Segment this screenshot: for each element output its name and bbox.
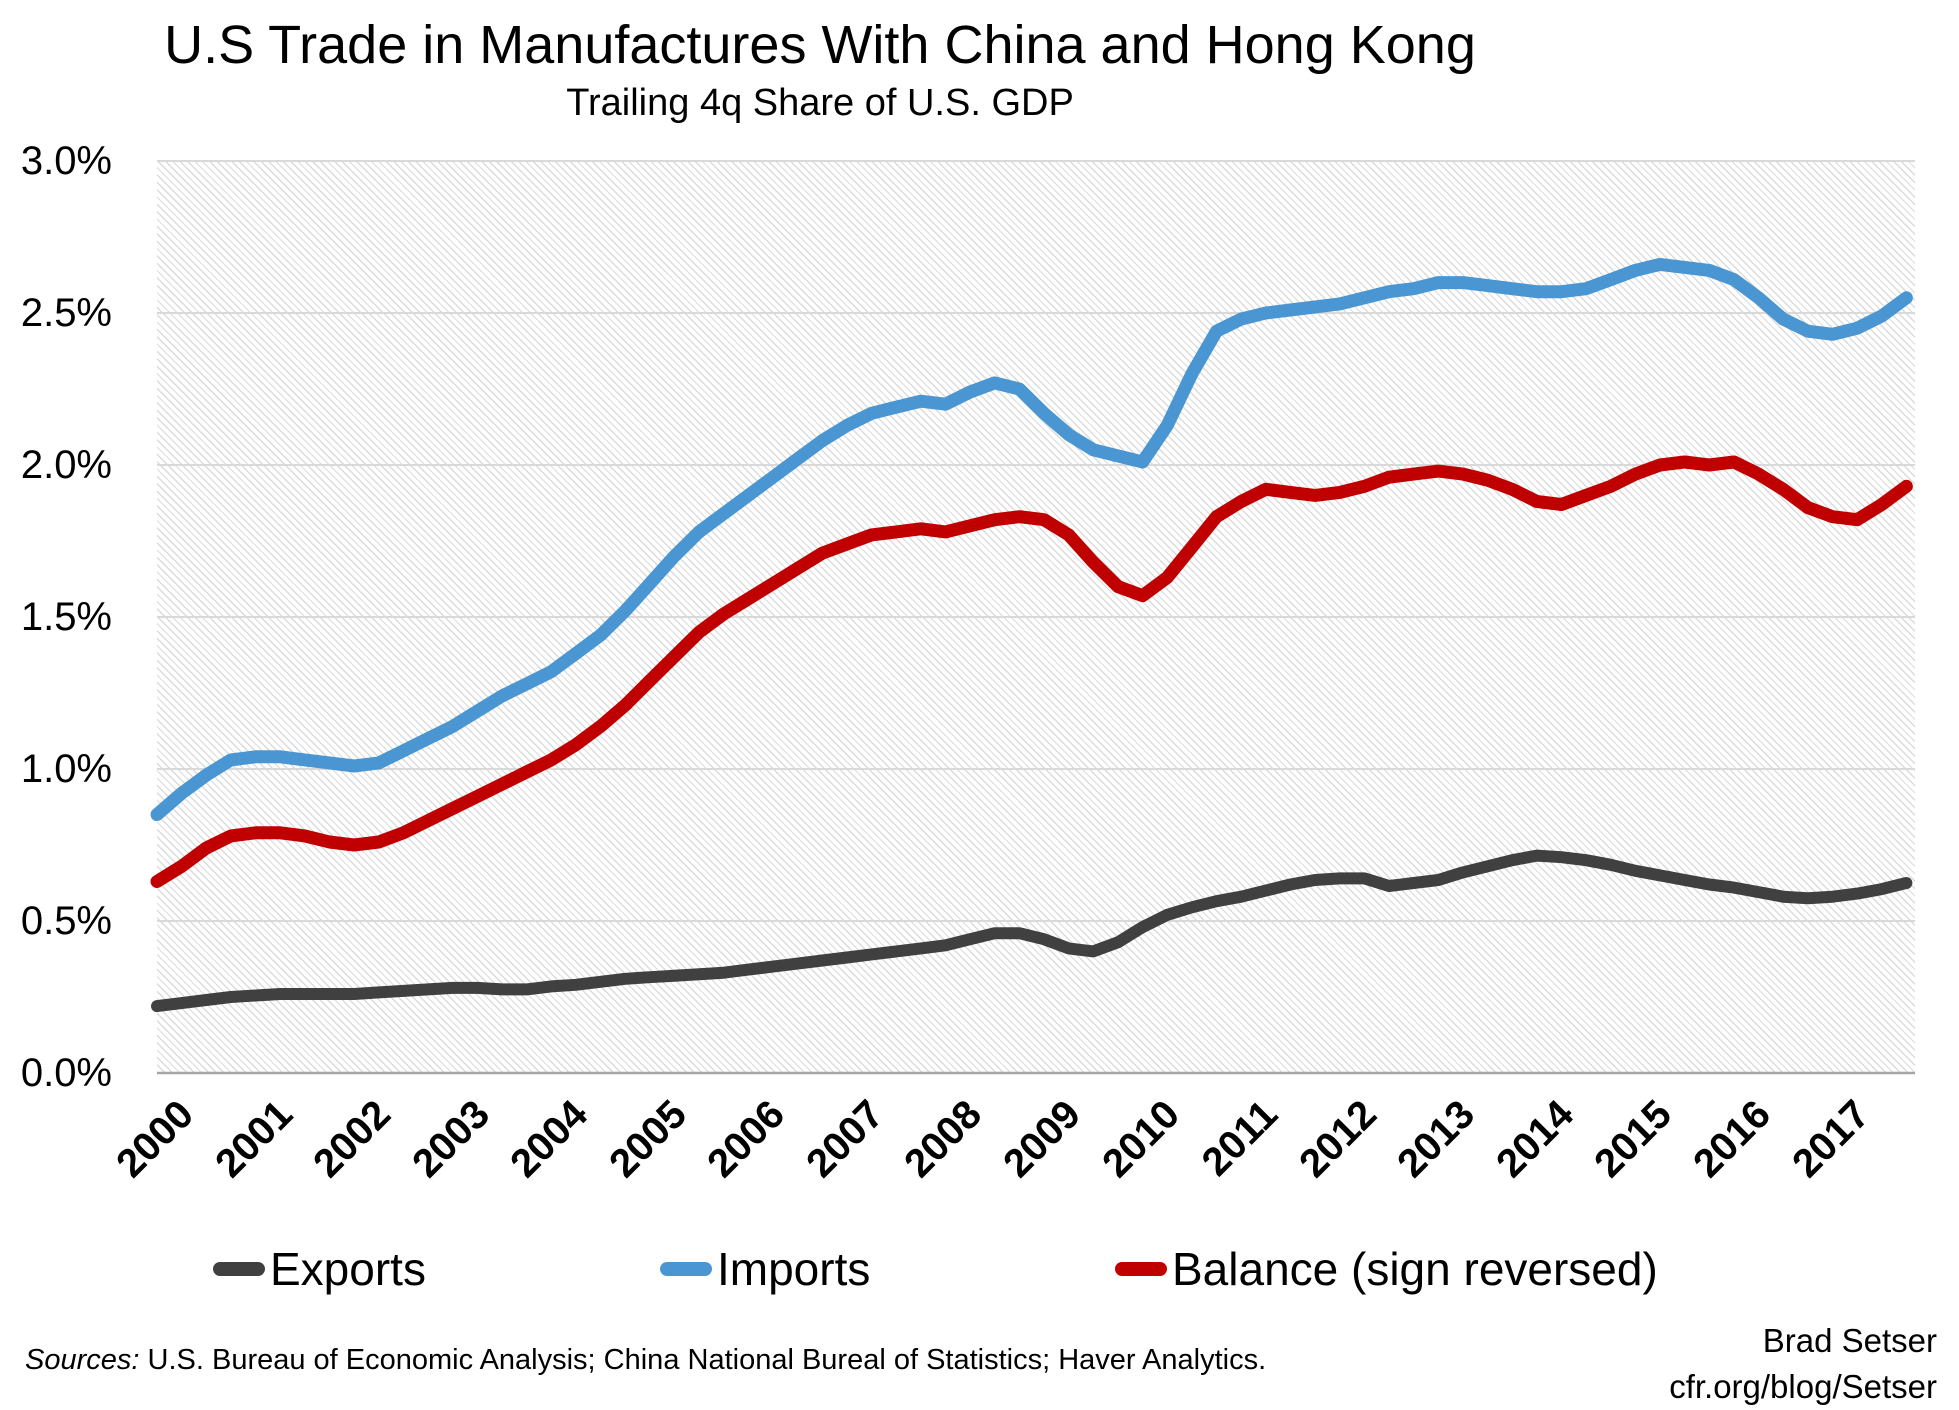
y-axis-tick-label: 2.0%: [20, 443, 112, 487]
y-axis-tick-label: 3.0%: [20, 139, 112, 183]
series-line-imports: [150, 257, 1913, 822]
legend-item-balance-sign-reversed: Balance (sign reversed): [1115, 1242, 1658, 1296]
y-axis-tick-label: 1.5%: [20, 595, 112, 639]
legend-swatch-icon: [213, 1262, 265, 1276]
series-line-exports: [151, 849, 1913, 1013]
credit-url: cfr.org/blog/Setser: [1669, 1368, 1937, 1405]
chart-title: U.S Trade in Manufactures With China and…: [164, 15, 1476, 75]
chart-subtitle: Trailing 4q Share of U.S. GDP: [566, 82, 1074, 124]
legend-item-exports: Exports: [213, 1242, 426, 1296]
y-axis-tick-label: 1.0%: [20, 747, 112, 791]
chart-legend: Exports Imports Balance (sign reversed): [0, 1242, 1959, 1296]
legend-label: Exports: [270, 1243, 426, 1295]
y-axis-tick-label: 0.0%: [20, 1051, 112, 1095]
author-credit: Brad Setser cfr.org/blog/Setser: [1669, 1318, 1937, 1410]
credit-name: Brad Setser: [1762, 1322, 1937, 1359]
sources-text: U.S. Bureau of Economic Analysis; China …: [147, 1344, 1267, 1376]
legend-label: Balance (sign reversed): [1172, 1243, 1658, 1295]
series-line-balance-sign-reversed: [150, 455, 1913, 888]
y-axis-tick-label: 2.5%: [20, 291, 112, 335]
y-axis-tick-label: 0.5%: [20, 899, 112, 943]
legend-swatch-icon: [1115, 1262, 1167, 1276]
legend-label: Imports: [717, 1243, 871, 1295]
legend-swatch-icon: [660, 1262, 712, 1276]
sources-label: Sources:: [25, 1344, 140, 1376]
chart-header: U.S Trade in Manufactures With China and…: [0, 0, 1640, 125]
legend-item-imports: Imports: [660, 1242, 870, 1296]
sources-note: Sources: U.S. Bureau of Economic Analysi…: [25, 1344, 1266, 1377]
